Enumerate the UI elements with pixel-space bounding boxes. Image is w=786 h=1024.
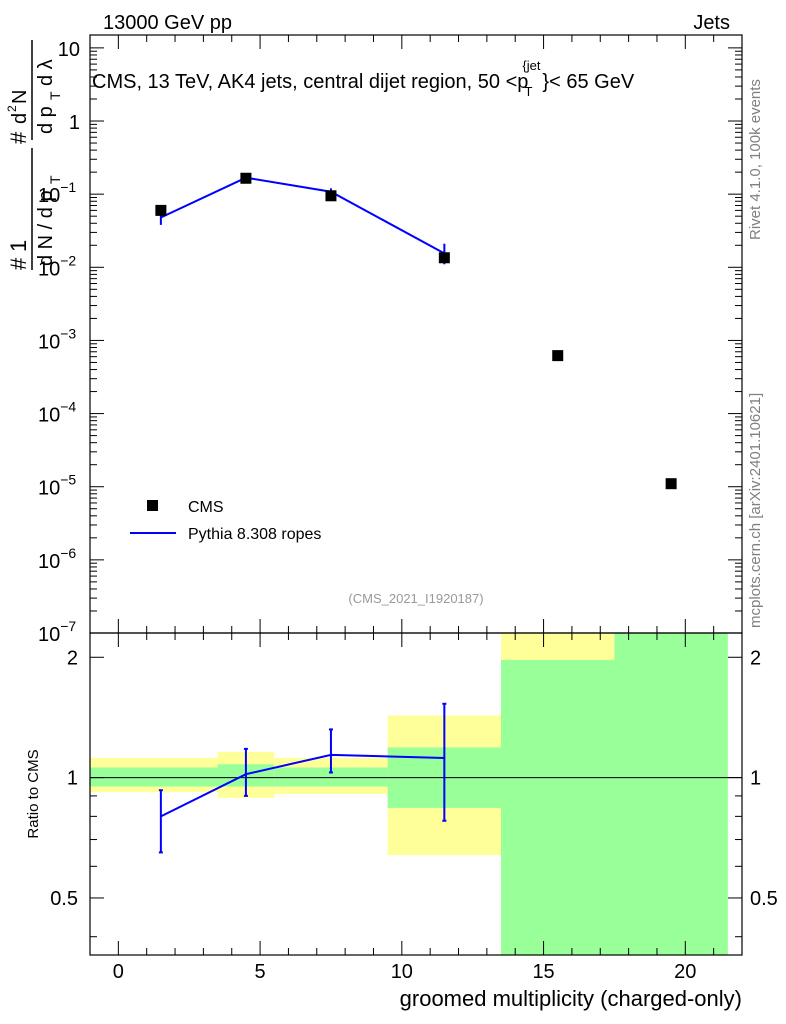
cms-data-point — [325, 190, 337, 202]
ylabel-dlambda: d λ — [35, 59, 57, 86]
rivet-label: Rivet 4.1.0, 100k events — [747, 79, 764, 240]
main-plot-frame — [89, 34, 743, 634]
ratio-tick-label-right: 0.5 — [750, 888, 778, 910]
x-tick-label: 20 — [674, 961, 696, 983]
x-tick-label: 10 — [391, 961, 413, 983]
mc-ratio-line — [160, 753, 445, 818]
ylabel-denominator: d N / d p — [35, 190, 57, 266]
ylabel-hash1: # — [6, 257, 31, 270]
legend-label-cms: CMS — [188, 499, 224, 516]
y-tick-label: 10−6 — [38, 545, 76, 573]
y-tick-label: 1 — [69, 112, 80, 134]
mc-main-group — [159, 175, 446, 265]
ylabel-dpt: d p — [35, 106, 57, 134]
ylabel-one: 1 — [6, 240, 31, 252]
y-tick-label: 10−3 — [38, 325, 76, 353]
legend-marker-cms — [147, 500, 158, 511]
ylabel-hash2: # — [6, 131, 31, 144]
mcplots-label: mcplots.cern.ch [arXiv:2401.10621] — [747, 393, 764, 628]
cms-data-point — [552, 350, 564, 362]
ylabel-n: N — [9, 90, 31, 104]
mc-line — [160, 176, 445, 255]
x-axis-label: groomed multiplicity (charged-only) — [400, 986, 742, 1011]
ratio-tick-label: 0.5 — [50, 888, 78, 910]
analysis-watermark: (CMS_2021_I1920187) — [348, 591, 483, 606]
ratio-tick-label-right: 2 — [750, 647, 761, 669]
x-tick-label: 0 — [113, 961, 124, 983]
ratio-tick-labels: 0.5 0.5 1 1 2 2 — [50, 647, 778, 910]
ratio-plot-frame — [89, 632, 743, 956]
header-right: Jets — [693, 12, 730, 34]
cms-data-point — [438, 252, 450, 264]
y-axis-label: # 1 d N / d p T # d 2 N d p T d λ — [5, 40, 63, 270]
plot-title: CMS, 13 TeV, AK4 jets, central dijet reg… — [92, 58, 635, 99]
ratio-band-inner — [501, 659, 615, 955]
x-tick-label: 15 — [532, 961, 554, 983]
ratio-tick-label: 1 — [67, 768, 78, 790]
ratio-tick-label: 2 — [67, 647, 78, 669]
legend-label-pythia: Pythia 8.308 ropes — [188, 526, 321, 543]
ylabel-d: d — [9, 113, 31, 124]
x-axis-ticks — [89, 35, 743, 955]
y-tick-label: 10−5 — [38, 472, 76, 500]
ylabel-sub-t2: T — [47, 91, 63, 100]
y-tick-label: 10−2 — [38, 252, 76, 280]
cms-data-point — [155, 204, 167, 216]
plot-title-end: }< 65 GeV — [542, 71, 634, 93]
y-tick-labels: 10−7 10−6 10−5 10−4 10−3 10−2 10−1 1 10 — [38, 39, 80, 646]
ylabel-sup-2: 2 — [5, 105, 19, 112]
ylabel-sub-t: T — [47, 175, 63, 184]
y-tick-label: 10−7 — [38, 618, 76, 646]
x-tick-labels: 0 5 10 15 20 — [113, 961, 697, 983]
ratio-ylabel: Ratio to CMS — [25, 749, 42, 838]
cms-data-point — [240, 172, 252, 184]
y-tick-label: 10 — [58, 39, 80, 61]
data-main-group — [155, 172, 677, 490]
ratio-band-inner-group — [90, 633, 728, 955]
plot-title-main: CMS, 13 TeV, AK4 jets, central dijet reg… — [92, 71, 528, 93]
ratio-band-inner — [90, 767, 218, 787]
x-tick-label: 5 — [255, 961, 266, 983]
y-tick-label: 10−4 — [38, 399, 76, 427]
ratio-band-inner — [614, 633, 728, 955]
mc-ratio-group — [158, 702, 447, 854]
y-tick-label: 10−1 — [38, 179, 76, 207]
header-left: 13000 GeV pp — [103, 12, 232, 34]
plot-title-sup: {jet — [522, 58, 540, 73]
cms-data-point — [665, 478, 677, 490]
plot-title-sub: T — [524, 84, 532, 99]
ratio-tick-label-right: 1 — [750, 768, 761, 790]
main-axis-ticks — [90, 47, 742, 634]
ratio-band-inner — [274, 767, 388, 787]
